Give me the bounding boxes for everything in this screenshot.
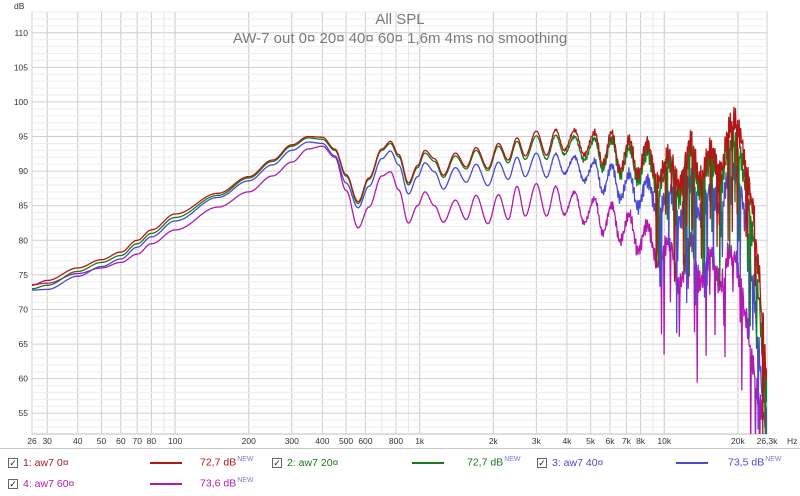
x-tick-label: 400 xyxy=(315,436,329,446)
x-tick-label: 600 xyxy=(358,436,372,446)
grid xyxy=(31,11,768,435)
legend-series-name: 4: aw7 60¤ xyxy=(23,478,75,490)
chart-area: 26 30 40 50 60 70 80 100 200 300 400 500 600 800 1k 2k 3… xyxy=(14,1,798,446)
legend-item-4[interactable]: ✓ 4: aw7 60¤ xyxy=(8,474,74,494)
x-tick-label: 100 xyxy=(168,436,182,446)
series-lines xyxy=(32,106,767,434)
legend: ✓ 1: aw7 0¤ 72,7 dBNEW ✓ 2: aw7 20¤ 72,7 dBNE… xyxy=(0,448,800,496)
x-tick-label: 3k xyxy=(532,436,542,446)
y-tick-label: 85 xyxy=(19,201,29,211)
y-tick-label: 65 xyxy=(19,339,29,349)
y-tick-label: 60 xyxy=(19,374,29,384)
x-tick-label: 30 xyxy=(42,436,52,446)
x-tick-label: 60 xyxy=(116,436,126,446)
legend-swatch xyxy=(676,462,708,464)
y-tick-label: 95 xyxy=(19,132,29,142)
y-tick-label: 55 xyxy=(19,408,29,418)
legend-series-name: 3: aw7 40¤ xyxy=(552,457,604,469)
y-tick-label: 70 xyxy=(19,304,29,314)
legend-checkbox[interactable]: ✓ xyxy=(8,458,18,468)
x-tick-label: 300 xyxy=(285,436,299,446)
legend-swatch xyxy=(412,462,444,464)
legend-series-value: 72,7 dBNEW xyxy=(200,456,254,469)
x-tick-label: 26 xyxy=(27,436,37,446)
x-tick-label: 50 xyxy=(97,436,107,446)
x-tick-label: 4k xyxy=(562,436,572,446)
x-tick-label: 26,3k xyxy=(757,436,779,446)
new-badge: NEW xyxy=(237,477,254,484)
legend-series-value: 73,5 dBNEW xyxy=(728,456,782,469)
new-badge: NEW xyxy=(765,456,782,463)
y-tick-label: 100 xyxy=(14,97,28,107)
legend-series-value: 73,6 dBNEW xyxy=(200,477,254,490)
x-tick-label: 10k xyxy=(657,436,671,446)
x-tick-label: 7k xyxy=(622,436,632,446)
legend-series-value: 72,7 dBNEW xyxy=(467,456,521,469)
series-line-1 xyxy=(32,106,767,434)
x-tick-label: 6k xyxy=(606,436,616,446)
y-axis-unit-label: dB xyxy=(14,1,25,11)
legend-swatch xyxy=(150,462,182,464)
legend-series-name: 1: aw7 0¤ xyxy=(23,457,69,469)
new-badge: NEW xyxy=(237,456,254,463)
y-tick-label: 110 xyxy=(14,28,28,38)
x-tick-label: 70 xyxy=(132,436,142,446)
plot-frame xyxy=(31,11,768,435)
x-tick-label: 80 xyxy=(147,436,157,446)
axes: 26 30 40 50 60 70 80 100 200 300 400 500 600 800 1k 2k 3… xyxy=(14,28,778,446)
series-line-4 xyxy=(32,145,767,434)
x-tick-label: 800 xyxy=(389,436,403,446)
y-tick-label: 80 xyxy=(19,235,29,245)
legend-item-3[interactable]: ✓ 3: aw7 40¤ xyxy=(537,453,603,473)
series-line-2 xyxy=(32,128,767,434)
y-tick-label: 105 xyxy=(14,62,28,72)
y-tick-label: 90 xyxy=(19,166,29,176)
chart-title: All SPL xyxy=(375,11,424,28)
x-tick-label: 20k xyxy=(731,436,745,446)
legend-item-1[interactable]: ✓ 1: aw7 0¤ xyxy=(8,453,69,473)
series-line-3 xyxy=(32,141,767,434)
x-axis-unit-label: Hz xyxy=(787,436,797,446)
y-tick-label: 75 xyxy=(19,270,29,280)
legend-checkbox[interactable]: ✓ xyxy=(272,458,282,468)
legend-checkbox[interactable]: ✓ xyxy=(8,479,18,489)
x-tick-label: 40 xyxy=(73,436,83,446)
legend-swatch xyxy=(150,483,182,485)
x-tick-label: 1k xyxy=(415,436,425,446)
legend-item-2[interactable]: ✓ 2: aw7 20¤ xyxy=(272,453,338,473)
new-badge: NEW xyxy=(504,456,521,463)
chart-subtitle: AW-7 out 0¤ 20¤ 40¤ 60¤ 1,6m 4ms no smoo… xyxy=(233,30,567,47)
x-tick-label: 200 xyxy=(242,436,256,446)
x-tick-label: 5k xyxy=(586,436,596,446)
legend-checkbox[interactable]: ✓ xyxy=(537,458,547,468)
x-tick-label: 500 xyxy=(339,436,353,446)
x-tick-label: 8k xyxy=(636,436,646,446)
spl-chart: 26 30 40 50 60 70 80 100 200 300 400 500 600 800 1k 2k 3… xyxy=(14,1,798,446)
x-tick-label: 2k xyxy=(489,436,499,446)
legend-series-name: 2: aw7 20¤ xyxy=(287,457,339,469)
